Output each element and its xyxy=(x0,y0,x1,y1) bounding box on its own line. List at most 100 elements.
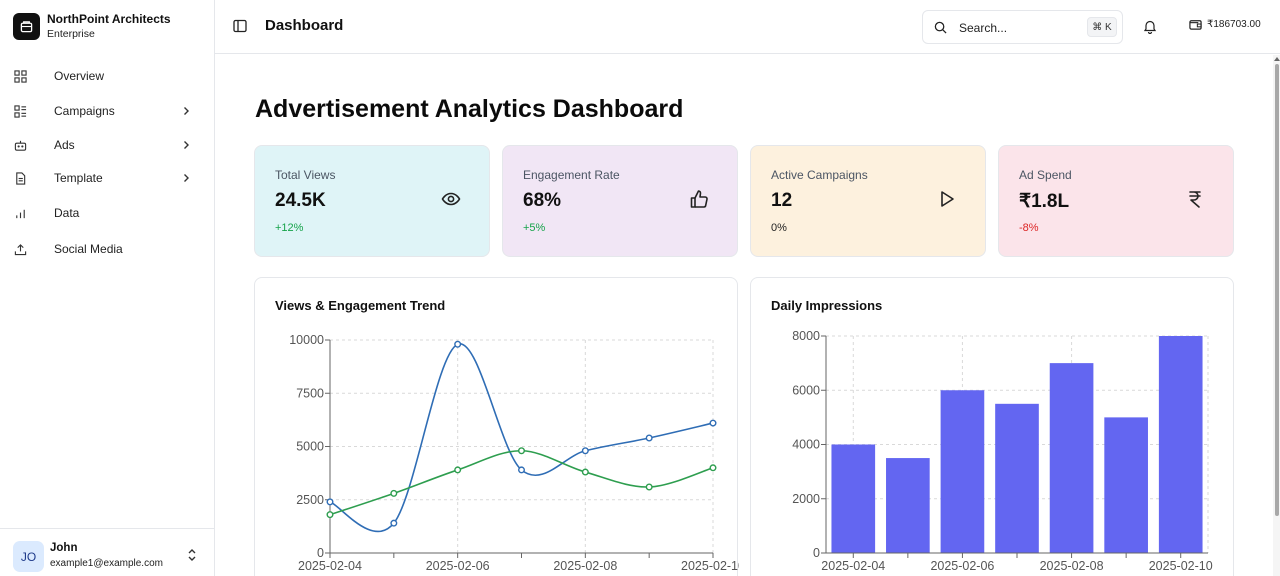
grid-icon xyxy=(13,69,27,83)
sidebar-item-label: Overview xyxy=(54,69,105,83)
data-point xyxy=(518,447,526,455)
sidebar-item-label: Campaigns xyxy=(54,104,115,118)
line-chart: 0 2500 5000 7500 10000 2025-02-04 2025-02-06 20… xyxy=(289,333,739,573)
stat-change: +5% xyxy=(523,222,546,234)
chevron-up-down-icon[interactable] xyxy=(186,548,198,562)
scroll-up-arrow-icon[interactable] xyxy=(1274,57,1280,61)
data-point xyxy=(709,419,717,427)
list-grid-icon xyxy=(13,104,27,118)
main-content: Advertisement Analytics Dashboard Total … xyxy=(215,55,1273,576)
rupee-icon xyxy=(1189,191,1201,208)
sidebar-item-label: Data xyxy=(54,206,80,220)
data-point xyxy=(581,447,589,455)
chevron-right-icon xyxy=(180,172,192,184)
y-tick-label: 8000 xyxy=(792,329,820,343)
sidebar-item-data[interactable]: Data xyxy=(0,198,214,228)
x-tick-label: 2025-02-10 xyxy=(681,559,739,573)
y-tick-label: 6000 xyxy=(792,383,820,397)
data-point xyxy=(645,434,653,442)
bar xyxy=(1049,363,1094,553)
scrollbar-thumb[interactable] xyxy=(1275,64,1279,516)
daily-impressions-chart-panel: Daily Impressions 0 2000 4000 6000 8000 2025-… xyxy=(750,277,1234,576)
search-input[interactable] xyxy=(959,19,1079,37)
stat-card-active-campaigns: Active Campaigns 12 0% xyxy=(750,145,986,257)
data-point xyxy=(454,340,462,348)
brand-name: NorthPoint Architects xyxy=(47,12,171,26)
search-box[interactable]: ⌘ K xyxy=(922,10,1123,44)
sidebar-item-template[interactable]: Template xyxy=(0,163,214,193)
user-menu[interactable]: JO John example1@example.com xyxy=(0,528,214,576)
dashboard-title: Advertisement Analytics Dashboard xyxy=(255,95,684,123)
stat-label: Engagement Rate xyxy=(523,168,620,182)
stat-change: +12% xyxy=(275,222,304,234)
bar xyxy=(831,444,876,553)
stat-change: -8% xyxy=(1019,222,1039,234)
stat-card-engagement-rate: Engagement Rate 68% +5% xyxy=(502,145,738,257)
x-tick-label: 2025-02-06 xyxy=(930,559,994,573)
stat-value: 24.5K xyxy=(275,190,326,211)
thumbs-up-icon xyxy=(690,190,708,208)
stat-label: Active Campaigns xyxy=(771,168,868,182)
sidebar-item-ads[interactable]: Ads xyxy=(0,130,214,160)
bell-icon[interactable] xyxy=(1143,19,1157,34)
y-tick-label: 4000 xyxy=(792,438,820,452)
x-tick-label: 2025-02-08 xyxy=(553,559,617,573)
sidebar-item-overview[interactable]: Overview xyxy=(0,61,214,91)
data-point xyxy=(390,519,398,527)
y-tick-label: 0 xyxy=(317,546,324,560)
bar xyxy=(1158,336,1203,553)
data-point xyxy=(645,483,653,491)
bar-chart: 0 2000 4000 6000 8000 2025-02-04 2025-02-06 202… xyxy=(792,329,1213,573)
shortcut-badge: ⌘ K xyxy=(1087,17,1117,37)
user-name: John xyxy=(50,542,78,554)
page-title: Dashboard xyxy=(265,17,344,34)
upload-icon xyxy=(13,242,27,256)
stat-value: 12 xyxy=(771,190,793,211)
y-tick-label: 10000 xyxy=(289,333,324,347)
bar xyxy=(995,403,1039,553)
x-tick-label: 2025-02-08 xyxy=(1040,559,1104,573)
top-header: Dashboard ⌘ K ₹186703.00 xyxy=(215,0,1280,54)
bar xyxy=(940,390,985,553)
y-tick-label: 0 xyxy=(813,546,820,560)
y-tick-label: 2000 xyxy=(792,492,820,506)
stat-label: Total Views xyxy=(275,168,336,182)
stat-value: 68% xyxy=(523,190,562,211)
avatar: JO xyxy=(13,541,44,572)
series-line-1 xyxy=(329,343,714,533)
y-tick-label: 5000 xyxy=(296,440,324,454)
wallet-balance[interactable]: ₹186703.00 xyxy=(1189,18,1261,31)
sidebar-item-social-media[interactable]: Social Media xyxy=(0,234,214,264)
eye-icon xyxy=(441,192,461,206)
chart-title: Daily Impressions xyxy=(771,298,883,313)
bar xyxy=(1104,417,1148,553)
sidebar: NorthPoint Architects Enterprise Overvie… xyxy=(0,0,215,576)
data-point xyxy=(390,489,398,497)
brand[interactable]: NorthPoint Architects Enterprise xyxy=(13,12,171,41)
stat-card-ad-spend: Ad Spend ₹1.8L -8% xyxy=(998,145,1234,257)
x-tick-label: 2025-02-10 xyxy=(1149,559,1213,573)
sidebar-item-label: Template xyxy=(54,171,103,185)
sidebar-item-label: Ads xyxy=(54,138,75,152)
play-icon xyxy=(941,191,954,207)
y-tick-label: 2500 xyxy=(296,493,324,507)
brand-subtitle: Enterprise xyxy=(47,28,95,40)
document-icon xyxy=(13,171,27,185)
sidebar-toggle-icon[interactable] xyxy=(233,19,247,33)
data-point xyxy=(518,466,526,474)
chevron-right-icon xyxy=(180,105,192,117)
x-tick-label: 2025-02-06 xyxy=(426,559,490,573)
sidebar-item-campaigns[interactable]: Campaigns xyxy=(0,96,214,126)
stat-value: ₹1.8L xyxy=(1019,191,1070,212)
bot-icon xyxy=(13,138,27,152)
wallet-icon xyxy=(1189,20,1202,30)
stat-label: Ad Spend xyxy=(1019,168,1072,182)
chevron-right-icon xyxy=(180,139,192,151)
data-point xyxy=(709,464,717,472)
wallet-amount: ₹186703.00 xyxy=(1207,19,1261,30)
y-tick-label: 7500 xyxy=(296,386,324,400)
bar-chart-icon xyxy=(13,206,27,220)
views-engagement-chart-panel: Views & Engagement Trend 0 2500 5000 7500 10… xyxy=(254,277,739,576)
bar xyxy=(886,458,930,553)
